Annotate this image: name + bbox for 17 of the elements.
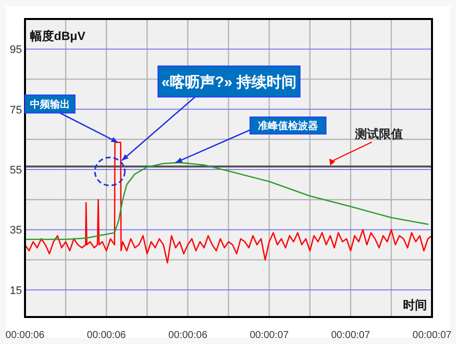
x-tick-label: 00:00:06 <box>86 330 126 341</box>
annotation: 准峰值检波器 <box>258 120 318 132</box>
annotation: 中频输出 <box>30 98 70 111</box>
x-tick-label: 00:00:06 <box>168 330 208 341</box>
y-tick-label: 95 <box>10 44 22 56</box>
y-tick-label: 35 <box>10 224 22 237</box>
x-tick-label: 00:00:07 <box>412 330 452 341</box>
x-axis-title: 时间 <box>403 298 427 312</box>
annotation: «喀呖声?» 持续时间 <box>161 73 297 92</box>
y-tick-label: 55 <box>10 164 22 177</box>
x-tick-label: 00:00:06 <box>6 330 45 341</box>
x-tick-label: 00:00:07 <box>250 330 290 341</box>
y-tick-label: 75 <box>10 104 22 116</box>
y-axis-title: 幅度dBμV <box>30 29 86 43</box>
x-tick-label: 00:00:07 <box>331 330 370 341</box>
y-tick-label: 15 <box>10 284 22 297</box>
ref-line-label: 测试限值 <box>354 127 403 141</box>
